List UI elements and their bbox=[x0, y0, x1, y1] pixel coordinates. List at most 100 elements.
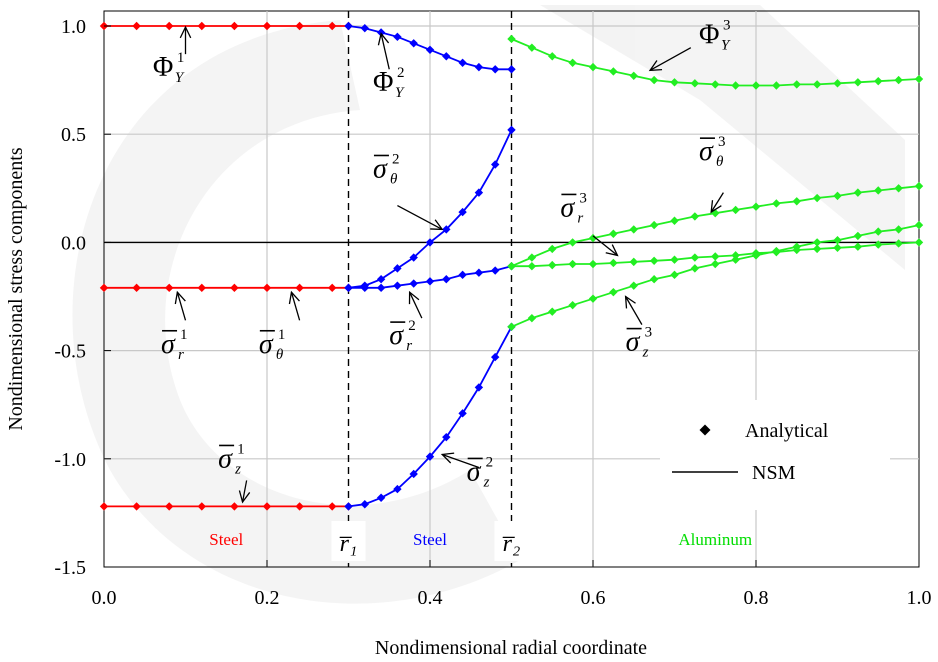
annotation-superscript: 2 bbox=[408, 318, 416, 334]
data-point bbox=[507, 125, 516, 135]
data-point bbox=[548, 244, 557, 254]
annotation-sz2: σ z 2 bbox=[440, 452, 493, 490]
annotation-superscript: 1 bbox=[177, 50, 185, 66]
data-point bbox=[874, 76, 883, 86]
data-point bbox=[458, 207, 467, 217]
y-tick-label: 1.0 bbox=[61, 16, 86, 38]
data-point bbox=[894, 239, 903, 248]
data-point bbox=[833, 191, 842, 201]
data-point bbox=[165, 502, 174, 511]
data-point bbox=[792, 197, 801, 206]
data-point bbox=[629, 225, 638, 234]
legend-label: NSM bbox=[752, 462, 796, 484]
data-point bbox=[262, 502, 272, 511]
data-point bbox=[711, 80, 720, 89]
annotation-superscript: 3 bbox=[718, 134, 726, 150]
data-point bbox=[393, 264, 402, 273]
annotation-arrowhead bbox=[174, 290, 186, 305]
data-point bbox=[197, 21, 206, 31]
annotation-symbol: Φ bbox=[373, 67, 393, 98]
data-point bbox=[197, 283, 206, 293]
legend: Analytical NSM bbox=[660, 400, 890, 510]
data-point bbox=[376, 274, 386, 284]
data-point bbox=[731, 205, 740, 215]
annotation-subscript: θ bbox=[276, 347, 284, 363]
data-point bbox=[230, 21, 239, 31]
region-label: Aluminum bbox=[678, 530, 752, 549]
data-point bbox=[792, 80, 801, 89]
annotation-subscript: z bbox=[234, 461, 241, 477]
data-point bbox=[409, 469, 418, 479]
annotation-superscript: 2 bbox=[397, 65, 405, 81]
data-point bbox=[833, 236, 842, 245]
series-sz1 bbox=[99, 502, 353, 511]
annotation-symbol: σ bbox=[560, 192, 575, 223]
annotation-arrowhead bbox=[605, 244, 619, 257]
data-point bbox=[262, 21, 272, 31]
data-point bbox=[527, 253, 537, 262]
y-tick-label: -1.5 bbox=[54, 557, 86, 579]
data-point bbox=[914, 220, 924, 230]
data-point bbox=[425, 45, 435, 55]
interface-label-bg bbox=[331, 521, 366, 561]
annotation-symbol: σ bbox=[389, 320, 404, 351]
annotation-arrowhead bbox=[648, 60, 663, 72]
data-point bbox=[99, 283, 109, 293]
data-point bbox=[588, 62, 598, 72]
data-point bbox=[568, 238, 577, 247]
series-sr3 bbox=[507, 238, 924, 271]
data-point bbox=[230, 283, 239, 293]
series-sr2 bbox=[344, 262, 516, 293]
interface-label-bg bbox=[494, 521, 529, 561]
data-point bbox=[588, 259, 598, 269]
annotation-arrow bbox=[241, 480, 248, 503]
data-point bbox=[491, 352, 500, 362]
annotation-arrowhead bbox=[430, 219, 444, 231]
data-point bbox=[507, 262, 516, 271]
annotation-subscript: r bbox=[406, 338, 412, 354]
annotation-subscript: r bbox=[577, 210, 583, 226]
annotation-symbol: σ bbox=[161, 329, 176, 360]
data-point bbox=[548, 52, 557, 61]
data-point bbox=[711, 259, 720, 269]
x-tick-label: 0.6 bbox=[581, 587, 606, 609]
data-point bbox=[914, 181, 924, 191]
annotation-subscript: Y bbox=[395, 85, 405, 101]
data-point bbox=[376, 28, 386, 37]
data-point bbox=[458, 270, 467, 280]
annotations: Φ Y1Φ Y2Φ Y3σ θ2σ r3σ θ3σ r1 σ θ1 σ r2σ z3σ z1σ z2 bbox=[153, 17, 731, 504]
data-point bbox=[670, 216, 679, 225]
annotation-subscript: r bbox=[178, 347, 184, 363]
x-tick-label: 1.0 bbox=[907, 587, 932, 609]
annotation-arrow bbox=[592, 235, 618, 256]
data-point bbox=[649, 220, 659, 230]
annotation-arrow bbox=[380, 33, 390, 70]
annotation-symbol: σ bbox=[699, 136, 714, 167]
data-point bbox=[853, 78, 863, 87]
annotation-sz3: σ z 3 bbox=[624, 295, 652, 361]
data-point bbox=[360, 283, 369, 293]
y-tick-label: 0.0 bbox=[61, 232, 86, 254]
data-point bbox=[328, 21, 337, 31]
annotation-st2: σ θ 2 bbox=[373, 151, 444, 231]
data-point bbox=[772, 199, 781, 208]
data-point bbox=[731, 255, 740, 264]
interface-label: r̅₁ bbox=[339, 531, 357, 557]
series-sz3 bbox=[507, 220, 924, 331]
data-point bbox=[609, 229, 618, 238]
data-point bbox=[328, 502, 337, 511]
annotation-superscript: 1 bbox=[180, 327, 188, 343]
annotation-arrow bbox=[710, 192, 724, 213]
data-point bbox=[527, 313, 537, 323]
data-point bbox=[690, 253, 700, 262]
legend-box bbox=[660, 400, 890, 510]
data-point bbox=[409, 253, 418, 262]
annotation-symbol: σ bbox=[218, 443, 233, 474]
data-point bbox=[894, 75, 903, 85]
data-point bbox=[874, 186, 883, 195]
data-point bbox=[295, 21, 304, 31]
annotation-arrowhead bbox=[377, 32, 390, 46]
data-point bbox=[393, 281, 402, 290]
annotation-subscript: Y bbox=[175, 70, 185, 86]
annotation-superscript: 1 bbox=[278, 327, 286, 343]
